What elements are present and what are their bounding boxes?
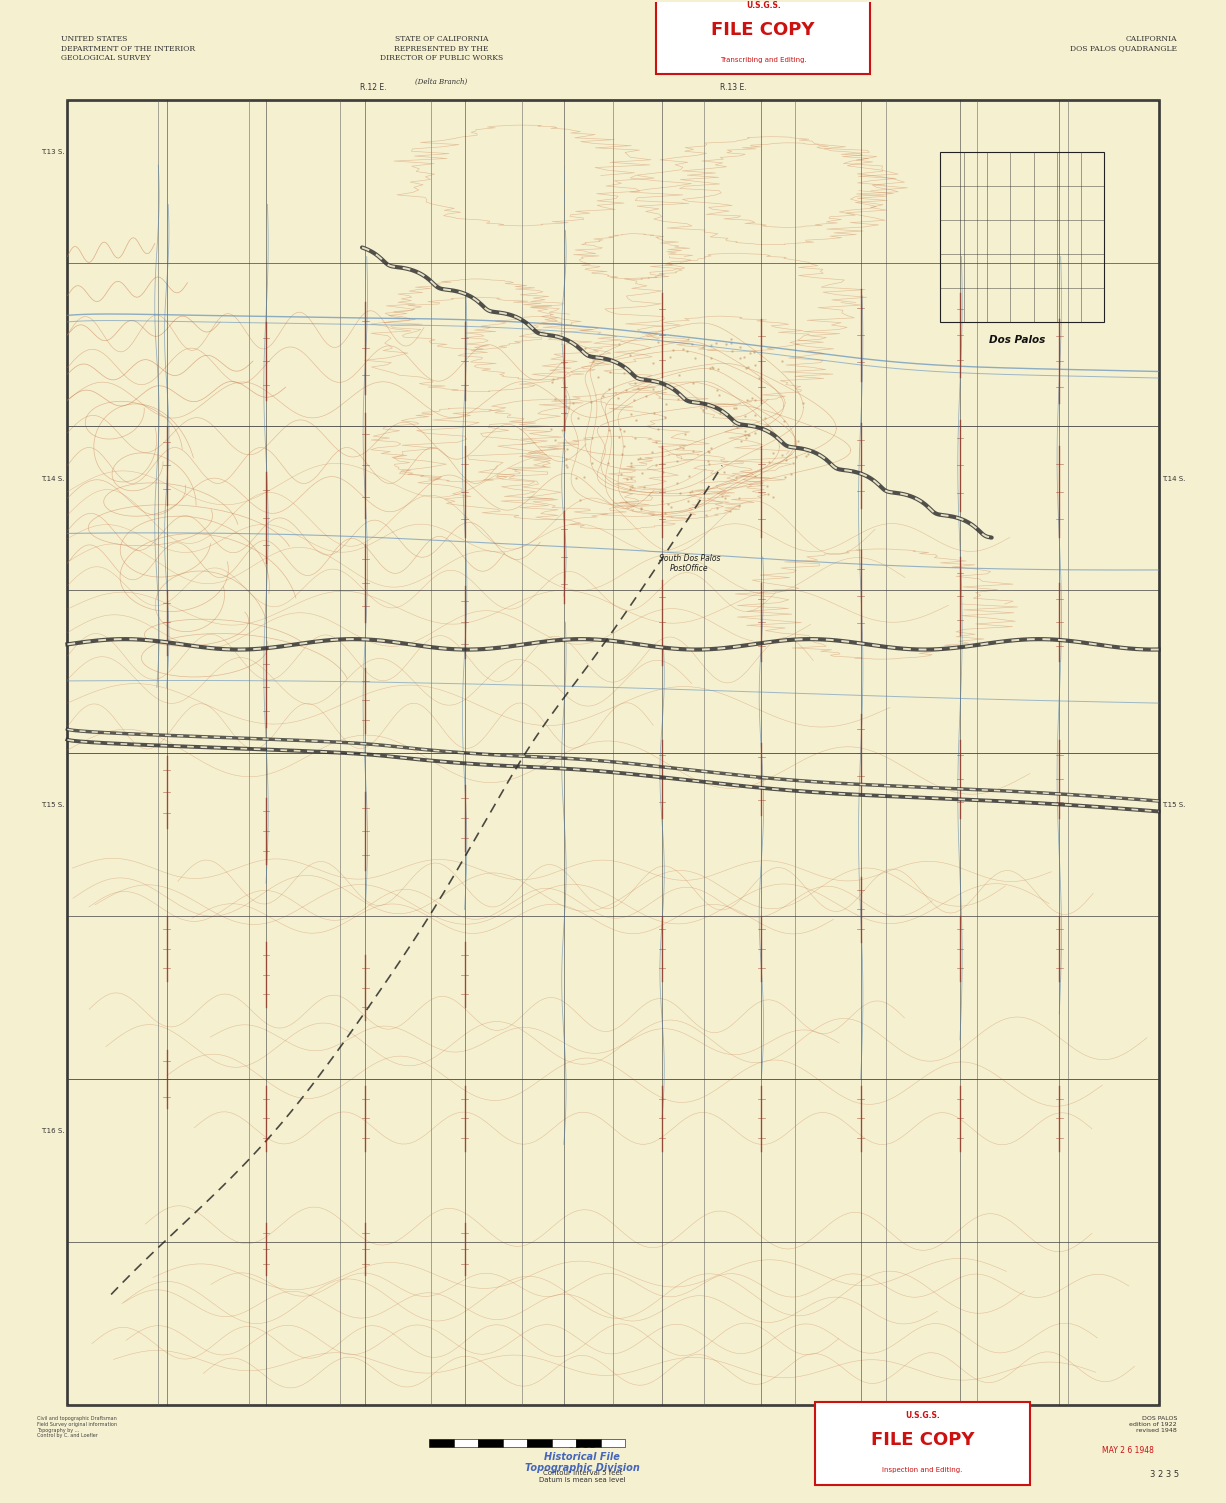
Bar [656,0,870,75]
Bar [940,152,1103,322]
Bar [815,1402,1030,1485]
Text: USGS
Historical File
Topographic Division: USGS Historical File Topographic Divisio… [525,1440,640,1473]
Text: Transcribing and Editing.: Transcribing and Editing. [720,57,807,63]
Text: Dos Palos: Dos Palos [988,335,1045,346]
Text: FILE COPY: FILE COPY [711,21,815,39]
Text: South Dos Palos
PostOffice: South Dos Palos PostOffice [658,553,720,573]
Bar [478,1440,503,1447]
Text: CALIFORNIA
DOS PALOS QUADRANGLE: CALIFORNIA DOS PALOS QUADRANGLE [1070,36,1177,53]
Text: DOS PALOS
edition of 1922
revised 1948: DOS PALOS edition of 1922 revised 1948 [1129,1416,1177,1432]
Text: STATE OF CALIFORNIA
REPRESENTED BY THE
DIRECTOR OF PUBLIC WORKS: STATE OF CALIFORNIA REPRESENTED BY THE D… [380,36,503,62]
Bar [454,1440,478,1447]
Bar [576,1440,601,1447]
Text: R.12 E.: R.12 E. [359,83,386,92]
Text: 3 2 3 5: 3 2 3 5 [1150,1470,1179,1479]
Text: UNITED STATES
DEPARTMENT OF THE INTERIOR
GEOLOGICAL SURVEY: UNITED STATES DEPARTMENT OF THE INTERIOR… [61,36,195,62]
Text: T.15 S.: T.15 S. [1162,803,1186,809]
Text: MAY 2 6 1948: MAY 2 6 1948 [1102,1446,1154,1455]
Text: FILE COPY: FILE COPY [870,1431,975,1449]
Text: Contour Interval 5 feet
Datum is mean sea level: Contour Interval 5 feet Datum is mean se… [539,1470,625,1483]
Text: U.S.G.S.: U.S.G.S. [905,1411,940,1420]
Text: Civil and topographic Draftsman
Field Survey original information
Topography by : Civil and topographic Draftsman Field Su… [37,1416,116,1438]
Bar [429,1440,454,1447]
Text: Inspection and Editing.: Inspection and Editing. [883,1467,962,1473]
Text: T.16 S.: T.16 S. [40,1129,64,1135]
Text: (Delta Branch): (Delta Branch) [416,78,467,86]
Text: T.15 S.: T.15 S. [40,803,64,809]
Text: T.14 S.: T.14 S. [1162,475,1186,481]
Text: U.S.G.S.: U.S.G.S. [745,0,781,9]
Text: T.13 S.: T.13 S. [40,149,64,155]
Bar [503,1440,527,1447]
Text: T.14 S.: T.14 S. [40,475,64,481]
Bar [552,1440,576,1447]
Bar [527,1440,552,1447]
Bar [67,101,1159,1405]
Text: R.13 E.: R.13 E. [720,83,747,92]
Bar [601,1440,625,1447]
